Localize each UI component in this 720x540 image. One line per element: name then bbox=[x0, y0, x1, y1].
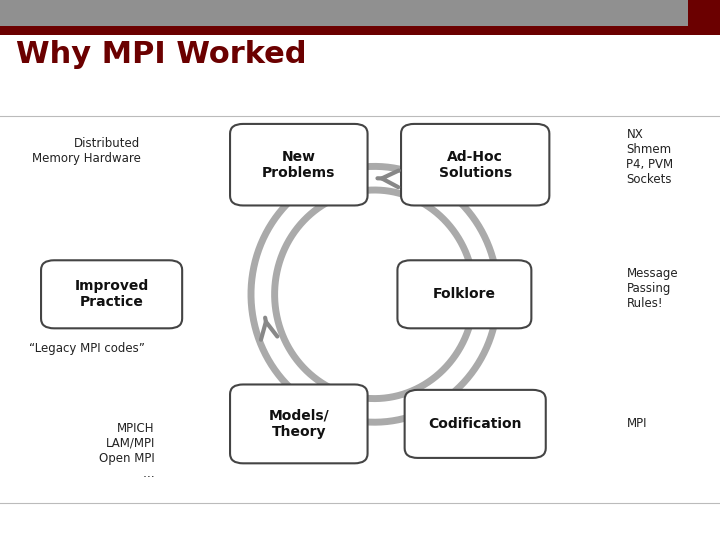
Text: Distributed
Memory Hardware: Distributed Memory Hardware bbox=[32, 137, 140, 165]
FancyBboxPatch shape bbox=[230, 384, 367, 463]
FancyBboxPatch shape bbox=[0, 26, 720, 35]
FancyBboxPatch shape bbox=[405, 390, 546, 458]
Text: Message
Passing
Rules!: Message Passing Rules! bbox=[626, 267, 678, 310]
FancyBboxPatch shape bbox=[0, 0, 720, 26]
Text: Folklore: Folklore bbox=[433, 287, 496, 301]
Text: MPICH
LAM/MPI
Open MPI
…: MPICH LAM/MPI Open MPI … bbox=[99, 422, 155, 480]
Text: Why MPI Worked: Why MPI Worked bbox=[16, 40, 306, 69]
Text: NX
Shmem
P4, PVM
Sockets: NX Shmem P4, PVM Sockets bbox=[626, 127, 673, 186]
FancyBboxPatch shape bbox=[41, 260, 182, 328]
Text: MPI: MPI bbox=[626, 417, 647, 430]
Text: Codification: Codification bbox=[428, 417, 522, 431]
Text: Ad-Hoc
Solutions: Ad-Hoc Solutions bbox=[438, 150, 512, 180]
Text: Improved
Practice: Improved Practice bbox=[74, 279, 149, 309]
FancyBboxPatch shape bbox=[397, 260, 531, 328]
Text: New
Problems: New Problems bbox=[262, 150, 336, 180]
FancyBboxPatch shape bbox=[688, 0, 720, 26]
Text: Models/
Theory: Models/ Theory bbox=[269, 409, 329, 439]
Text: “Legacy MPI codes”: “Legacy MPI codes” bbox=[29, 342, 145, 355]
FancyBboxPatch shape bbox=[230, 124, 367, 206]
FancyBboxPatch shape bbox=[401, 124, 549, 206]
